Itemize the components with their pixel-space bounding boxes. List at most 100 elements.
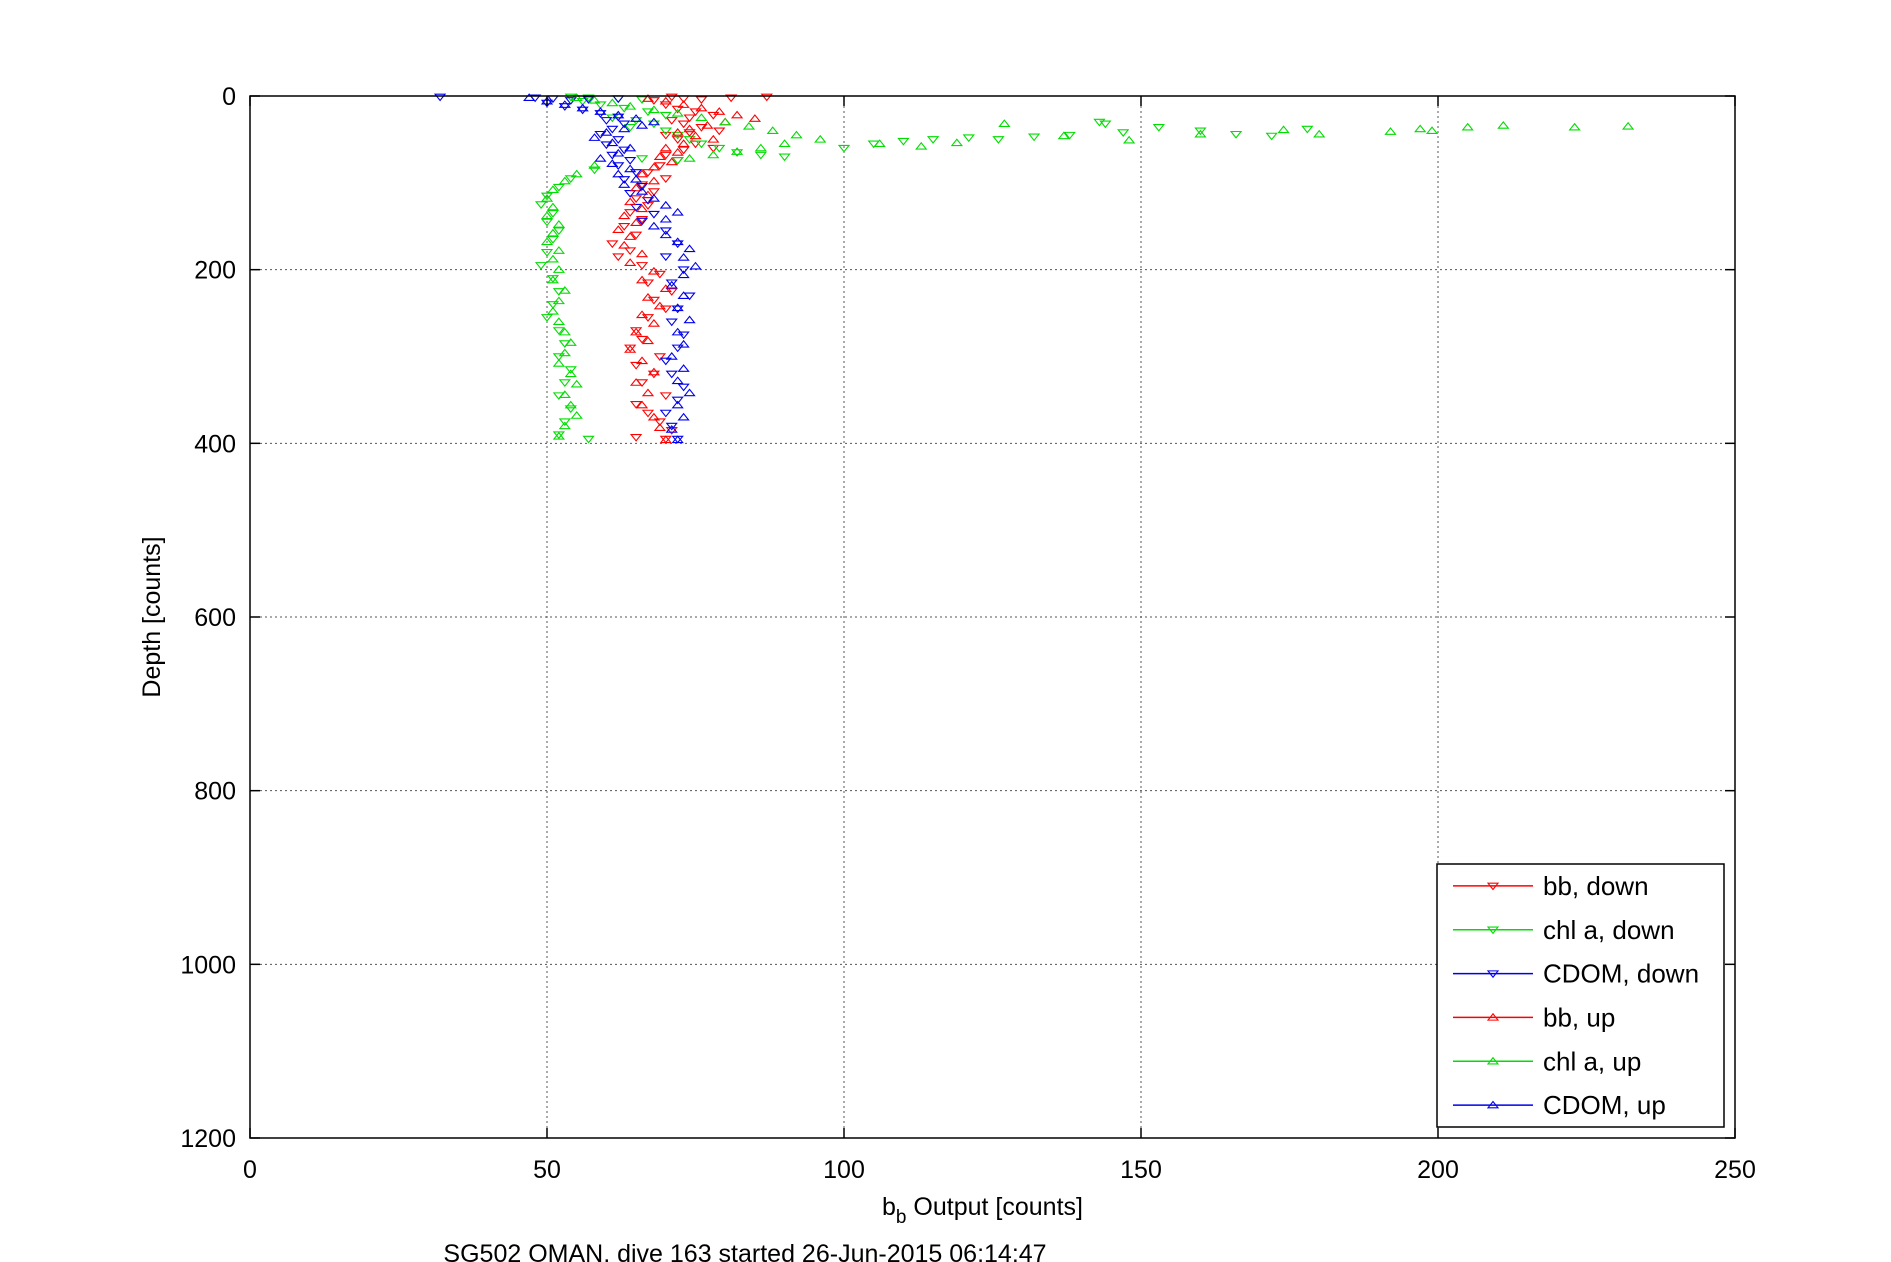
- data-point: [689, 131, 702, 140]
- data-point: [558, 286, 571, 294]
- data-point: [564, 366, 577, 375]
- data-point: [624, 143, 637, 152]
- data-point: [600, 117, 613, 125]
- data-point: [618, 124, 631, 133]
- data-point: [641, 169, 655, 177]
- data-point: [635, 169, 649, 178]
- data-point: [754, 151, 767, 160]
- data-point: [778, 139, 791, 148]
- y-tick-label: 600: [194, 604, 236, 632]
- data-point: [998, 119, 1011, 128]
- data-point: [647, 176, 661, 185]
- data-point: [629, 195, 643, 203]
- data-point: [552, 227, 566, 236]
- legend-label: CDOM, down: [1543, 959, 1699, 989]
- data-point: [635, 187, 649, 195]
- data-point: [624, 164, 637, 173]
- data-point: [546, 301, 560, 309]
- data-point: [612, 169, 625, 178]
- data-point: [552, 431, 566, 440]
- data-point: [618, 223, 631, 231]
- data-point: [683, 315, 696, 324]
- data-point: [635, 400, 649, 409]
- data-point: [606, 98, 619, 107]
- data-point: [992, 136, 1005, 144]
- data-point: [671, 207, 684, 216]
- data-point: [606, 138, 619, 147]
- data-point: [1497, 121, 1510, 129]
- data-point: [897, 137, 910, 146]
- data-point: [612, 253, 625, 262]
- data-point: [683, 114, 696, 123]
- data-point: [677, 383, 690, 392]
- x-axis-label-rest: Output [counts]: [906, 1193, 1083, 1221]
- data-point: [1461, 122, 1474, 131]
- data-point: [665, 352, 678, 360]
- data-point: [618, 176, 631, 184]
- series-3: [612, 94, 762, 444]
- data-point: [671, 435, 684, 444]
- data-point: [641, 292, 655, 301]
- data-point: [671, 396, 684, 405]
- data-point: [683, 129, 696, 137]
- data-point: [618, 180, 631, 188]
- ticks: 0 50 100 150 200 250 0 200 400 600 800 1000 1200: [180, 83, 1755, 1184]
- data-point: [594, 154, 607, 162]
- series-4: [540, 93, 1635, 440]
- y-tick-label: 800: [194, 778, 236, 806]
- data-point: [725, 94, 738, 103]
- data-point: [629, 169, 643, 177]
- data-point: [695, 113, 708, 121]
- legend-marker: [1486, 1056, 1500, 1065]
- data-point: [647, 193, 661, 202]
- data-point: [641, 388, 655, 397]
- data-point: [641, 202, 655, 210]
- data-point: [677, 270, 690, 279]
- data-point: [635, 262, 649, 270]
- data-point: [641, 409, 655, 418]
- x-tick-label: 50: [533, 1156, 561, 1184]
- data-point: [540, 192, 554, 201]
- data-point: [629, 174, 643, 183]
- data-point: [683, 136, 696, 144]
- data-point: [665, 427, 678, 435]
- data-point: [653, 423, 666, 431]
- data-point: [926, 136, 940, 144]
- data-point: [540, 237, 554, 246]
- data-point: [1194, 127, 1207, 136]
- data-point: [570, 411, 583, 419]
- data-point: [689, 140, 702, 149]
- data-point: [552, 358, 566, 367]
- data-point: [677, 139, 690, 148]
- legend-item: CDOM, down: [1453, 959, 1699, 989]
- data-point: [635, 249, 649, 258]
- data-point: [665, 157, 678, 166]
- data-point: [1301, 125, 1314, 134]
- data-point: [546, 236, 560, 244]
- data-point: [558, 348, 571, 357]
- y-tick-label: 400: [194, 430, 236, 458]
- data-point: [588, 133, 601, 141]
- data-point: [588, 160, 601, 169]
- data-point: [534, 262, 548, 270]
- data-point: [624, 190, 637, 198]
- data-point: [647, 188, 661, 197]
- data-point: [683, 124, 696, 133]
- data-point: [647, 367, 661, 376]
- data-point: [671, 147, 684, 156]
- data-point: [695, 103, 708, 112]
- data-point: [677, 266, 690, 275]
- data-point: [606, 240, 619, 249]
- data-point: [635, 217, 649, 226]
- data-point: [552, 246, 566, 254]
- series-0: [606, 93, 773, 444]
- data-point: [558, 421, 571, 430]
- legend-box: [1436, 863, 1725, 1128]
- data-point: [540, 218, 554, 227]
- legend-marker: [1486, 882, 1500, 891]
- data-point: [629, 361, 643, 370]
- data-point: [665, 370, 678, 379]
- data-point: [552, 220, 566, 228]
- data-point: [540, 249, 554, 257]
- data-point: [1194, 129, 1207, 138]
